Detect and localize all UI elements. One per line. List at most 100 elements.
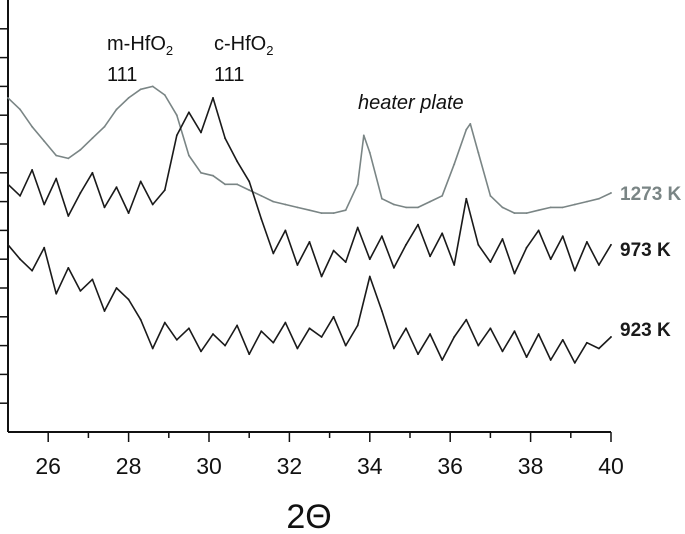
data-point-1273k [7,97,9,99]
data-point-923k [272,341,275,344]
data-point-1273k [91,137,94,140]
data-point-1273k [188,154,190,157]
data-point-923k [91,278,94,281]
data-point-923k [139,318,142,321]
data-point-973k [236,160,239,163]
data-point-923k [368,275,371,278]
data-point-923k [7,243,9,246]
data-point-923k [405,327,407,330]
data-point-973k [139,180,142,183]
data-point-1273k [248,189,251,191]
data-point-923k [561,338,564,341]
data-point-923k [453,336,456,338]
data-point-973k [320,275,323,278]
data-point-1273k [151,85,154,88]
data-point-973k [513,272,516,275]
data-point-1273k [308,209,311,212]
data-point-1273k [344,209,347,212]
data-point-923k [537,333,540,335]
data-point-923k [188,327,190,330]
data-point-1273k [224,183,226,186]
data-point-973k [55,177,58,180]
data-point-1273k [332,212,335,215]
data-point-923k [175,338,178,341]
data-point-1273k [55,154,58,157]
data-point-1273k [417,206,419,209]
data-point-1273k [163,94,166,96]
data-point-1273k [260,194,263,197]
data-point-1273k [212,174,214,177]
data-point-923k [236,324,239,327]
data-point-923k [489,327,492,330]
data-point-973k [393,266,395,269]
data-point-1273k [79,148,82,151]
data-point-1273k [139,88,142,91]
data-point-973k [477,243,480,246]
data-point-973k [405,243,407,246]
x-tick-label: 36 [437,453,463,479]
data-point-973k [43,203,46,206]
data-point-923k [67,266,70,269]
data-point-973k [573,269,576,272]
data-point-973k [67,215,70,217]
data-point-1273k [573,203,576,206]
data-point-973k [610,243,612,246]
data-point-923k [525,356,528,359]
data-point-973k [7,183,9,186]
data-point-973k [19,194,21,197]
data-point-1273k [429,200,431,203]
m-hfo2-index: 111 [107,64,137,86]
data-point-923k [115,287,118,289]
data-point-923k [260,330,263,333]
x-tick-label: 34 [357,453,383,479]
data-point-1273k [469,122,472,125]
data-point-973k [151,203,154,206]
data-point-973k [212,97,214,99]
data-point-923k [610,336,612,338]
data-point-973k [598,264,600,266]
data-point-973k [368,258,371,261]
data-point-1273k [368,151,371,154]
data-point-973k [453,264,456,266]
data-point-923k [417,353,419,356]
data-point-923k [356,324,359,327]
data-point-923k [212,333,214,335]
data-point-923k [513,330,516,333]
data-point-923k [320,336,323,338]
data-point-1273k [441,194,444,197]
data-point-973k [501,238,504,240]
data-point-923k [393,347,395,350]
data-point-1273k [67,157,70,160]
data-point-973k [344,261,347,263]
data-point-1273k [103,125,106,128]
data-point-923k [441,359,444,361]
data-point-1273k [320,212,323,215]
data-point-973k [260,217,263,220]
data-point-1273k [175,114,178,117]
data-point-973k [417,223,419,226]
data-point-973k [489,261,492,263]
data-point-1273k [236,183,239,186]
data-point-1273k [380,197,383,200]
data-point-923k [344,344,347,347]
data-point-973k [79,192,82,194]
data-point-973k [103,206,106,209]
data-point-1273k [405,206,407,209]
heater-plate-label: heater plate [358,92,464,114]
data-point-973k [356,226,359,229]
data-point-923k [43,246,46,249]
data-point-973k [561,235,564,238]
data-point-1273k [272,200,275,203]
data-point-1273k [465,128,468,131]
series-line-1273k [7,85,612,214]
data-point-1273k [537,209,540,212]
data-point-1273k [561,206,564,209]
data-point-973k [585,241,588,243]
data-point-973k [537,229,540,232]
data-point-923k [501,350,504,353]
data-point-973k [284,229,287,232]
data-point-1273k [477,151,480,154]
series-line-973k [7,97,612,278]
data-point-973k [465,197,468,200]
